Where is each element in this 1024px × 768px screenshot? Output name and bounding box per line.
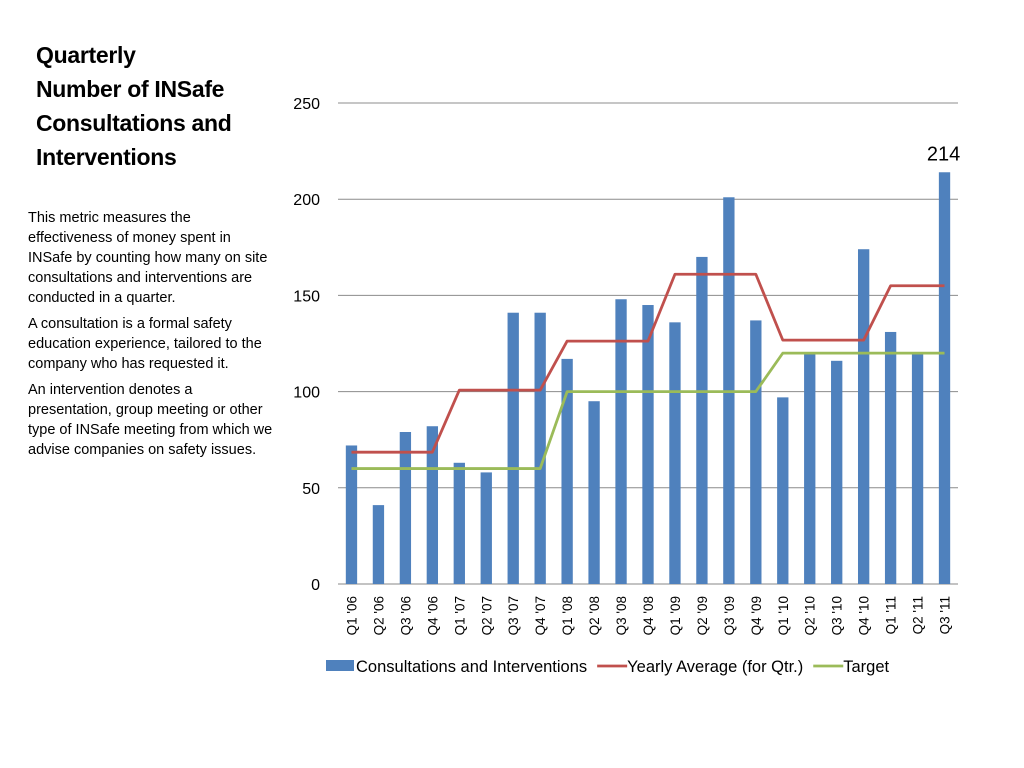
data-bar bbox=[399, 432, 412, 584]
x-tick-label: Q1 '06 bbox=[344, 596, 359, 635]
legend-label: Target bbox=[843, 658, 889, 676]
data-bar bbox=[615, 299, 627, 584]
x-tick-label: Q4 '06 bbox=[425, 596, 440, 635]
x-tick-label: Q2 '11 bbox=[911, 596, 926, 634]
x-tick-label: Q3 '10 bbox=[830, 596, 845, 635]
x-tick-label: Q2 '09 bbox=[695, 596, 710, 635]
data-bar bbox=[696, 256, 708, 584]
x-tick-label: Q2 '07 bbox=[479, 596, 494, 635]
data-bar bbox=[426, 426, 439, 584]
data-bar bbox=[884, 331, 897, 584]
data-bar bbox=[938, 172, 951, 584]
x-tick-label: Q1 '10 bbox=[776, 596, 791, 635]
x-tick-label: Q2 '08 bbox=[587, 596, 602, 635]
legend-label: Yearly Average (for Qtr.) bbox=[627, 658, 803, 676]
y-tick-label: 250 bbox=[293, 96, 320, 113]
title-line: Interventions bbox=[36, 144, 177, 170]
y-tick-label: 200 bbox=[293, 192, 320, 209]
x-tick-label: Q1 '07 bbox=[452, 596, 467, 635]
data-bar bbox=[669, 322, 681, 584]
y-tick-label: 0 bbox=[311, 577, 320, 594]
x-tick-label: Q2 '10 bbox=[803, 596, 818, 635]
data-label: 214 bbox=[927, 143, 960, 165]
data-bar bbox=[857, 249, 870, 584]
legend-swatch bbox=[326, 660, 354, 671]
data-bar bbox=[345, 445, 358, 584]
description-paragraph: An intervention denotes a presentation, … bbox=[28, 382, 273, 458]
data-bar bbox=[480, 472, 492, 584]
title-line: Quarterly bbox=[36, 42, 136, 68]
data-bar bbox=[372, 505, 385, 584]
y-tick-label: 100 bbox=[293, 385, 320, 402]
data-bar bbox=[831, 360, 843, 584]
x-tick-label: Q1 '11 bbox=[884, 596, 899, 634]
description-text: This metric measures the effectiveness o… bbox=[28, 208, 276, 466]
series-line bbox=[351, 351, 945, 470]
title-line: Number of INSafe bbox=[36, 76, 225, 102]
data-bar bbox=[453, 462, 465, 584]
x-tick-label: Q4 '07 bbox=[533, 596, 548, 635]
slide-title: Quarterly Number of INSafe Consultations… bbox=[36, 38, 276, 174]
x-tick-label: Q2 '06 bbox=[371, 596, 386, 635]
y-tick-label: 150 bbox=[293, 288, 320, 305]
series-line bbox=[351, 272, 945, 454]
legend-label: Consultations and Interventions bbox=[356, 658, 587, 676]
x-tick-label: Q3 '07 bbox=[506, 596, 521, 635]
x-tick-label: Q4 '09 bbox=[749, 596, 764, 635]
x-tick-label: Q3 '06 bbox=[398, 596, 413, 635]
x-tick-label: Q3 '11 bbox=[938, 596, 953, 634]
data-bar bbox=[588, 401, 600, 584]
data-bar bbox=[642, 305, 654, 584]
x-tick-label: Q1 '09 bbox=[668, 596, 683, 635]
data-bar bbox=[507, 312, 519, 584]
y-tick-label: 50 bbox=[302, 481, 320, 498]
data-bar bbox=[777, 397, 789, 584]
x-tick-label: Q4 '10 bbox=[857, 596, 872, 635]
data-bar bbox=[750, 320, 762, 584]
x-tick-label: Q3 '09 bbox=[722, 596, 737, 635]
x-tick-label: Q3 '08 bbox=[614, 596, 629, 635]
data-bar bbox=[804, 353, 816, 584]
data-bar bbox=[561, 358, 573, 584]
title-line: Consultations and bbox=[36, 110, 232, 136]
data-bar bbox=[911, 353, 924, 584]
description-paragraph: A consultation is a formal safety educat… bbox=[28, 316, 262, 372]
x-tick-label: Q4 '08 bbox=[641, 596, 656, 635]
data-bar bbox=[534, 312, 546, 584]
x-tick-label: Q1 '08 bbox=[560, 596, 575, 635]
description-paragraph: This metric measures the effectiveness o… bbox=[28, 210, 268, 306]
